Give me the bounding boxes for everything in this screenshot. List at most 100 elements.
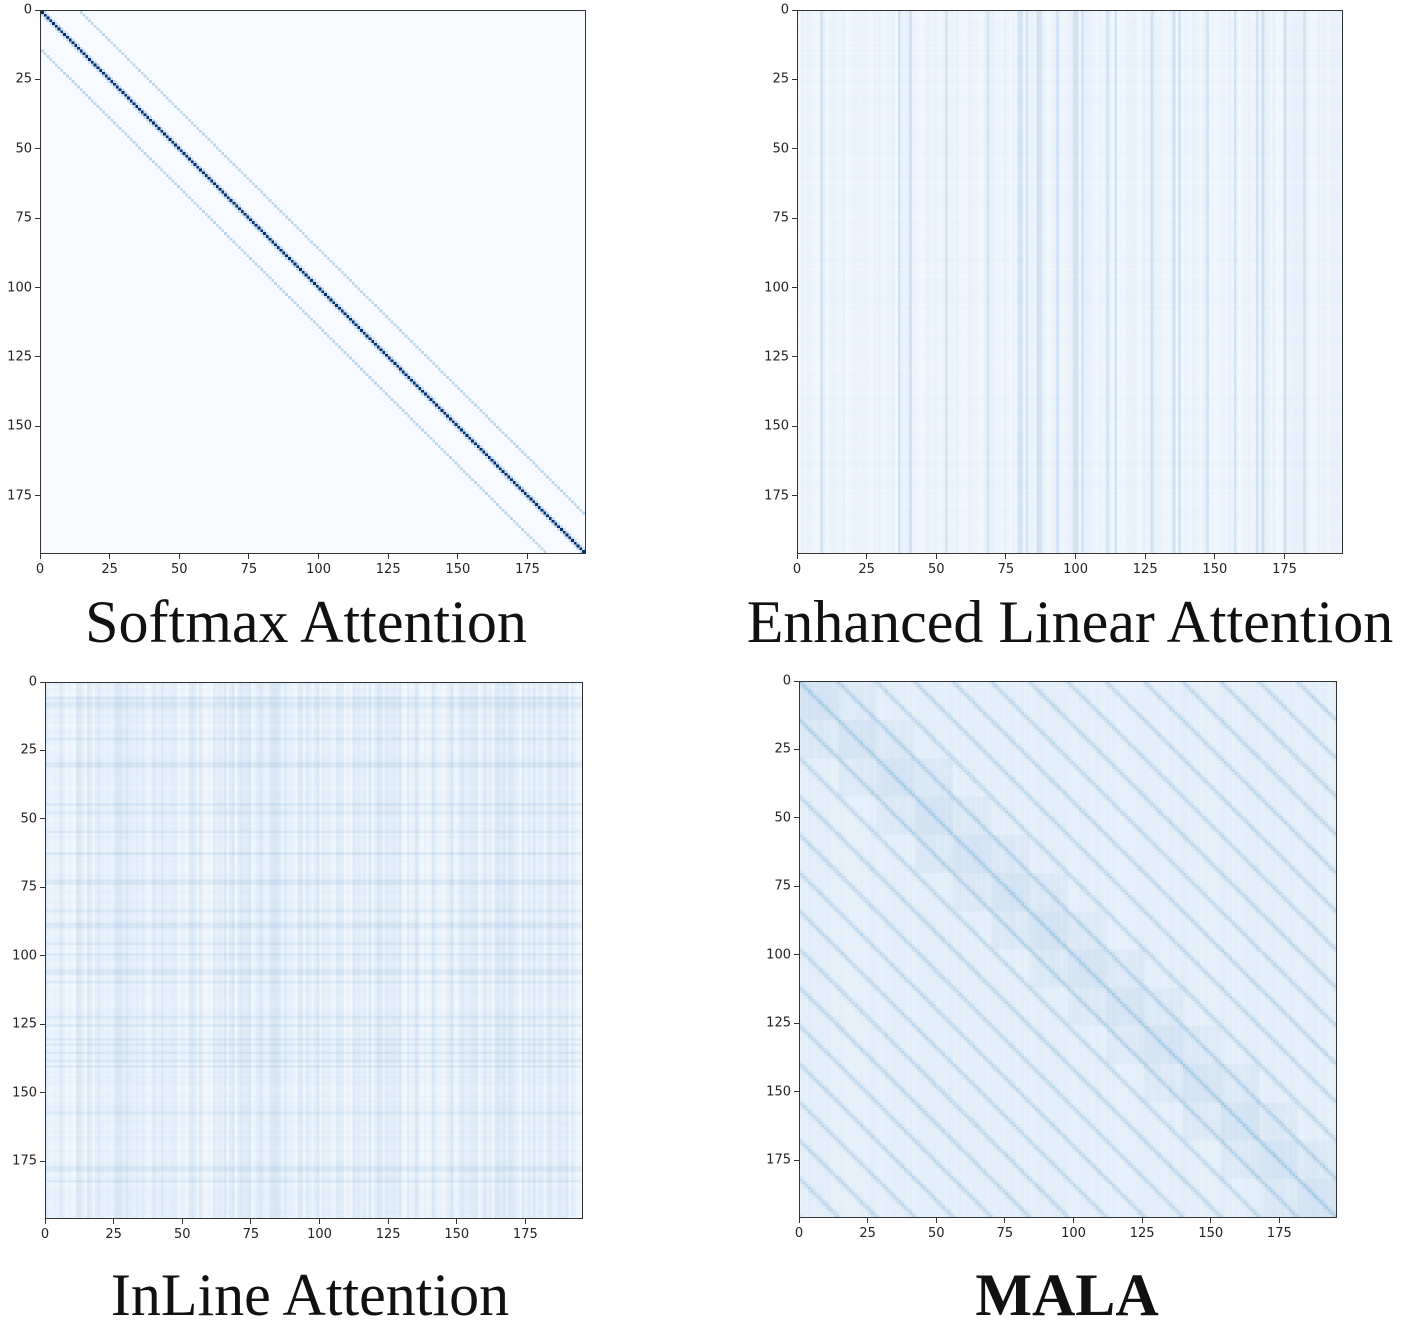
- y-tick-label: 100: [764, 280, 789, 296]
- x-tick-mark: [248, 554, 250, 559]
- y-tick-mark: [794, 1022, 799, 1024]
- x-tick-mark: [1141, 1218, 1143, 1223]
- y-tick-label: 75: [772, 210, 789, 226]
- x-tick-label: 50: [928, 562, 945, 577]
- x-tick-label: 100: [1063, 562, 1088, 577]
- x-tick-mark: [935, 554, 937, 559]
- x-tick-mark: [1278, 1218, 1280, 1223]
- chart-title-inline: InLine Attention: [110, 1262, 510, 1328]
- y-tick-label: 100: [766, 947, 791, 963]
- x-tick-label: 25: [105, 1227, 122, 1242]
- x-tick-mark: [318, 1219, 320, 1224]
- y-tick-label: 50: [20, 811, 37, 827]
- heatmap-plot-inline: [45, 682, 583, 1219]
- x-tick-mark: [113, 1219, 115, 1224]
- y-tick-label: 150: [7, 418, 32, 434]
- y-tick-label: 0: [28, 674, 37, 690]
- y-tick-label: 75: [774, 878, 791, 894]
- y-tick-mark: [40, 955, 45, 957]
- y-tick-label: 100: [7, 280, 32, 296]
- y-tick-mark: [792, 356, 797, 358]
- y-tick-mark: [35, 425, 40, 427]
- x-tick-mark: [1144, 554, 1146, 559]
- y-tick-label: 25: [774, 741, 791, 757]
- x-tick-label: 0: [40, 1227, 50, 1242]
- y-tick-mark: [35, 356, 40, 358]
- x-tick-mark: [387, 554, 389, 559]
- y-tick-label: 100: [12, 948, 37, 964]
- y-tick-mark: [40, 1092, 45, 1094]
- y-tick-mark: [792, 495, 797, 497]
- x-tick-mark: [318, 554, 320, 559]
- x-tick-label: 150: [1202, 562, 1228, 577]
- y-tick-mark: [40, 1023, 45, 1025]
- x-tick-label: 50: [927, 1226, 945, 1241]
- x-tick-mark: [524, 1219, 526, 1224]
- y-tick-mark: [792, 148, 797, 150]
- x-tick-mark: [1072, 1218, 1074, 1223]
- x-tick-label: 50: [173, 1227, 191, 1242]
- y-tick-mark: [35, 148, 40, 150]
- x-tick-mark: [39, 554, 41, 559]
- x-tick-label: 75: [996, 1226, 1014, 1241]
- y-tick-label: 50: [772, 141, 789, 157]
- y-tick-label: 50: [774, 810, 791, 826]
- y-tick-mark: [794, 954, 799, 956]
- heatmap-plot-mala: [799, 681, 1337, 1218]
- y-tick-mark: [35, 217, 40, 219]
- x-tick-mark: [867, 1218, 869, 1223]
- y-tick-label: 175: [766, 1152, 791, 1168]
- y-tick-label: 0: [782, 673, 791, 689]
- x-tick-mark: [109, 554, 111, 559]
- y-tick-mark: [794, 817, 799, 819]
- x-tick-label: 125: [1132, 562, 1158, 577]
- x-tick-mark: [796, 554, 798, 559]
- x-tick-label: 100: [1061, 1226, 1086, 1241]
- y-tick-label: 0: [23, 2, 32, 18]
- chart-title-softmax: Softmax Attention: [85, 589, 527, 655]
- y-tick-mark: [794, 1159, 799, 1161]
- x-tick-label: 25: [101, 562, 118, 577]
- y-tick-mark: [794, 748, 799, 750]
- y-tick-mark: [794, 1091, 799, 1093]
- heatmap-plot-softmax: [40, 10, 586, 554]
- chart-title-mala: MALA: [975, 1262, 1159, 1328]
- x-tick-mark: [935, 1218, 937, 1223]
- x-tick-mark: [457, 554, 459, 559]
- x-tick-label: 100: [307, 1227, 332, 1242]
- y-tick-label: 175: [7, 488, 32, 504]
- y-tick-label: 175: [764, 488, 789, 504]
- y-tick-mark: [35, 78, 40, 80]
- y-tick-label: 125: [764, 349, 789, 365]
- heatmap-canvas-inline: [46, 683, 582, 1218]
- y-tick-mark: [40, 749, 45, 751]
- x-tick-label: 0: [794, 1226, 804, 1241]
- x-tick-mark: [1284, 554, 1285, 559]
- x-tick-label: 25: [859, 1226, 876, 1241]
- y-tick-label: 75: [20, 879, 37, 895]
- y-tick-label: 175: [12, 1153, 37, 1169]
- y-tick-label: 25: [20, 742, 37, 758]
- y-tick-label: 125: [7, 349, 32, 365]
- x-tick-label: 100: [306, 562, 331, 577]
- x-tick-mark: [181, 1219, 183, 1224]
- y-tick-mark: [794, 680, 799, 682]
- heatmap-canvas-mala: [800, 682, 1336, 1217]
- x-tick-mark: [1214, 554, 1216, 559]
- chart-title-enhanced-linear: Enhanced Linear Attention: [746, 589, 1394, 655]
- x-tick-label: 175: [515, 562, 540, 577]
- x-tick-mark: [798, 1218, 800, 1223]
- y-tick-label: 25: [15, 71, 32, 87]
- x-tick-mark: [1210, 1218, 1212, 1223]
- y-tick-mark: [35, 287, 40, 289]
- x-tick-mark: [1075, 554, 1077, 559]
- y-tick-mark: [792, 217, 797, 219]
- y-tick-mark: [35, 495, 40, 497]
- y-tick-label: 150: [12, 1085, 37, 1101]
- x-tick-label: 175: [512, 1227, 538, 1242]
- x-tick-label: 0: [792, 562, 802, 577]
- heatmap-plot-enhanced-linear: [797, 10, 1343, 554]
- x-tick-mark: [387, 1219, 389, 1224]
- y-tick-mark: [792, 287, 797, 289]
- y-tick-mark: [35, 9, 40, 11]
